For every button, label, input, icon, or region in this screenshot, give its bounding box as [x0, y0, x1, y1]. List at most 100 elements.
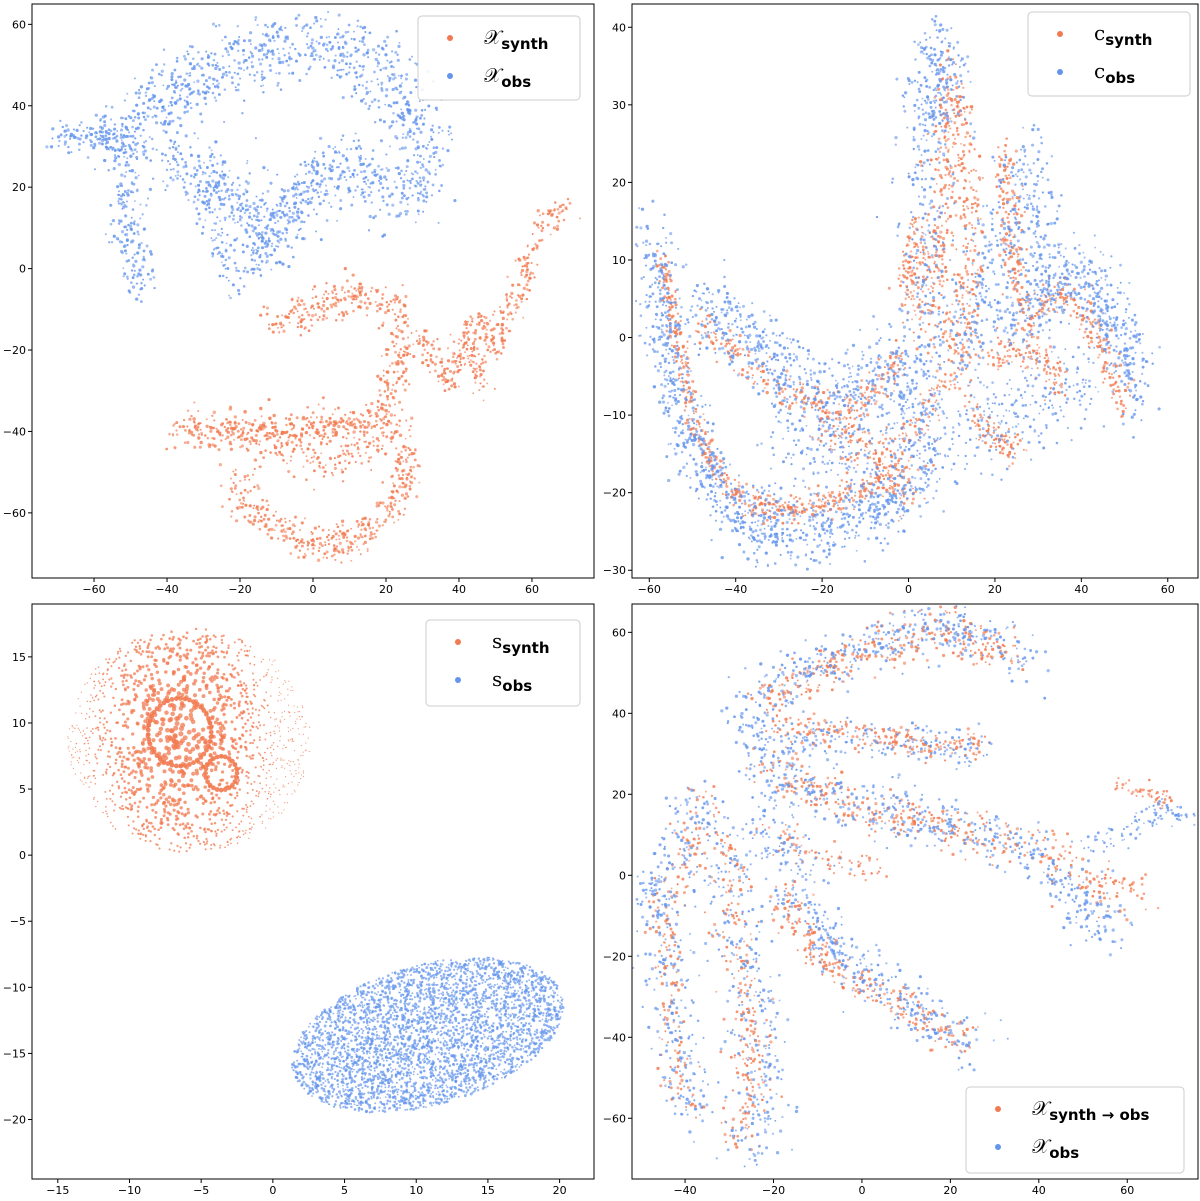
point-synth: [979, 218, 982, 220]
point-synth: [339, 298, 343, 302]
point-synth: [838, 434, 842, 438]
point-synth: [312, 307, 315, 310]
point-synth: [453, 353, 456, 355]
point-synth: [384, 518, 388, 522]
point-synth: [289, 309, 293, 313]
point-obs: [205, 187, 208, 190]
point-synth: [499, 305, 502, 308]
point-obs: [254, 16, 258, 19]
point-synth: [280, 430, 284, 434]
point-obs: [186, 95, 189, 99]
point-synth: [732, 493, 736, 497]
point-synth: [267, 504, 270, 507]
point-obs: [198, 194, 201, 197]
point-synth: [863, 497, 867, 500]
point-synth: [694, 407, 698, 411]
point-obs: [90, 132, 94, 136]
point-synth: [658, 280, 661, 283]
point-synth: [469, 323, 473, 327]
point-synth: [688, 400, 692, 404]
point-synth: [273, 445, 278, 450]
point-synth: [981, 176, 984, 179]
point-synth: [955, 248, 958, 251]
point-obs: [224, 258, 228, 262]
point-synth: [401, 353, 406, 358]
point-obs: [413, 78, 418, 82]
point-synth: [412, 465, 415, 469]
point-synth: [445, 367, 448, 370]
point-obs: [427, 160, 431, 164]
point-synth: [978, 356, 982, 360]
point-obs: [167, 160, 170, 163]
point-obs: [183, 99, 186, 102]
point-synth: [350, 443, 353, 446]
point-synth: [400, 450, 403, 453]
point-synth: [893, 437, 897, 441]
point-synth: [825, 409, 828, 412]
point-synth: [965, 317, 968, 321]
point-obs: [315, 230, 318, 233]
point-obs: [221, 75, 224, 79]
point-synth: [361, 414, 364, 417]
point-obs: [374, 51, 378, 54]
point-synth: [741, 348, 745, 351]
point-synth: [535, 244, 539, 248]
point-synth: [347, 432, 350, 435]
point-obs: [302, 180, 306, 185]
point-obs: [225, 242, 228, 245]
point-synth: [949, 319, 953, 323]
point-synth: [924, 330, 927, 333]
point-obs: [69, 135, 72, 138]
point-obs: [277, 220, 280, 223]
point-synth: [186, 425, 189, 428]
point-synth: [886, 447, 889, 450]
point-synth: [957, 156, 961, 159]
point-obs: [446, 149, 450, 153]
point-synth: [265, 431, 269, 435]
point-synth: [325, 556, 328, 559]
point-synth: [941, 258, 944, 261]
point-synth: [962, 345, 966, 350]
point-synth: [213, 444, 217, 448]
point-synth: [762, 380, 765, 383]
point-obs: [260, 239, 264, 243]
point-synth: [263, 425, 267, 429]
point-synth: [483, 321, 486, 325]
point-obs: [365, 182, 368, 186]
point-synth: [961, 294, 964, 297]
point-obs: [243, 211, 246, 215]
point-synth: [351, 273, 355, 277]
point-synth: [731, 338, 734, 341]
point-synth: [172, 424, 175, 427]
point-synth: [935, 369, 939, 373]
point-synth: [408, 487, 412, 491]
point-synth: [386, 508, 389, 512]
point-synth: [964, 167, 967, 170]
point-obs: [136, 230, 140, 234]
point-obs: [188, 62, 193, 66]
point-obs: [376, 61, 381, 65]
point-obs: [125, 128, 128, 131]
point-obs: [213, 96, 217, 99]
point-synth: [968, 111, 972, 115]
point-synth: [403, 507, 406, 510]
point-synth: [848, 501, 851, 504]
point-synth: [554, 201, 557, 204]
point-synth: [682, 365, 685, 368]
point-obs: [131, 276, 135, 280]
point-synth: [265, 499, 269, 503]
point-obs: [215, 84, 219, 88]
point-synth: [489, 350, 492, 353]
point-obs: [367, 229, 371, 232]
point-synth: [904, 432, 907, 435]
point-synth: [952, 141, 956, 145]
point-synth: [393, 503, 397, 507]
point-synth: [962, 208, 966, 212]
point-synth: [320, 415, 324, 419]
point-obs: [420, 183, 423, 186]
point-synth: [483, 378, 486, 381]
point-obs: [224, 189, 229, 194]
point-synth: [341, 419, 345, 423]
point-synth: [541, 226, 545, 230]
point-obs: [164, 153, 167, 157]
